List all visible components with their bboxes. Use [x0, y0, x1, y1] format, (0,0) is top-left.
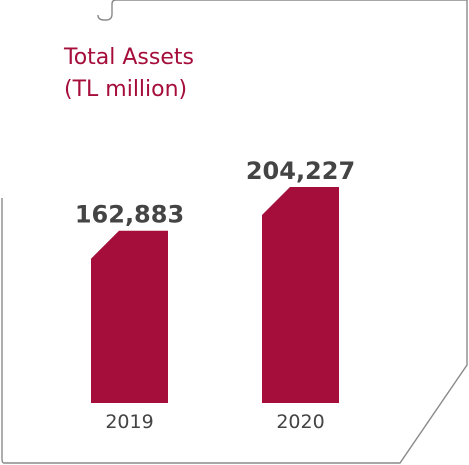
bar-2020 [262, 187, 339, 403]
card-notch-hook [97, 4, 113, 21]
data-label-2020: 204,227 [246, 157, 355, 185]
bar-2019 [91, 230, 168, 403]
x-tick-label-2019: 2019 [105, 411, 153, 433]
chart-title: Total Assets [64, 45, 194, 70]
x-tick-label-2020: 2020 [276, 411, 324, 433]
bars-group: 162,883 2019 204,227 2020 [75, 157, 355, 433]
data-label-2019: 162,883 [75, 201, 184, 229]
chart-subtitle: (TL million) [64, 77, 188, 102]
